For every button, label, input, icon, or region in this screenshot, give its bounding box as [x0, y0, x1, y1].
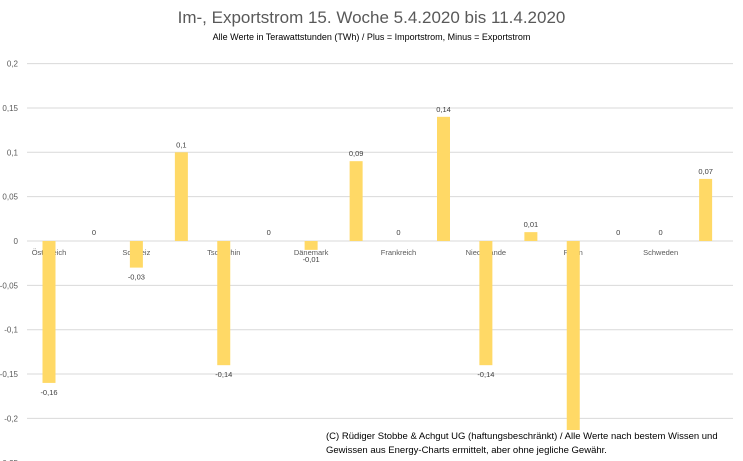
x-category-label: Frankreich — [381, 248, 416, 257]
bar — [437, 116, 450, 241]
copyright-note: (C) Rüdiger Stobbe & Achgut UG (haftungs… — [326, 430, 718, 458]
data-label: -0,01 — [303, 255, 320, 264]
data-label: 0,07 — [698, 167, 713, 176]
data-label: 0,01 — [524, 220, 539, 229]
chart-title: Im-, Exportstrom 15. Woche 5.4.2020 bis … — [177, 8, 566, 27]
bar — [566, 241, 580, 437]
y-tick-label: -0,15 — [0, 370, 19, 379]
y-tick-label: -0,05 — [0, 281, 19, 290]
bar — [217, 241, 231, 366]
x-category-label: Schweden — [643, 248, 678, 257]
bar — [699, 178, 713, 241]
y-tick-label: 0 — [14, 237, 19, 246]
data-label: 0 — [396, 228, 400, 237]
bar — [42, 241, 56, 383]
data-label: 0,1 — [176, 140, 186, 149]
data-label: 0,14 — [436, 105, 451, 114]
data-label: 0 — [267, 228, 271, 237]
data-label: 0,09 — [349, 149, 364, 158]
bar — [349, 161, 363, 241]
chart-subtitle: Alle Werte in Terawattstunden (TWh) / Pl… — [212, 32, 531, 42]
bar — [524, 232, 538, 241]
data-label: -0,03 — [128, 273, 145, 282]
y-tick-label: 0,1 — [7, 148, 19, 157]
y-tick-label: 0,2 — [7, 60, 19, 69]
x-category-label: Dänemark — [294, 248, 329, 257]
bar — [479, 241, 493, 366]
data-label: 0 — [616, 228, 620, 237]
y-tick-label: -0,1 — [4, 326, 18, 335]
y-tick-label: -0,25 — [0, 459, 19, 461]
bar — [174, 152, 188, 241]
data-label: 0 — [659, 228, 663, 237]
bar — [304, 241, 318, 250]
y-tick-label: 0,15 — [2, 104, 18, 113]
data-label: -0,16 — [40, 388, 57, 397]
data-label: -0,14 — [215, 370, 232, 379]
y-tick-label: -0,2 — [4, 414, 18, 423]
data-label: 0 — [92, 228, 96, 237]
data-label: -0,14 — [477, 370, 494, 379]
bar — [129, 241, 143, 268]
y-tick-label: 0,05 — [2, 193, 18, 202]
